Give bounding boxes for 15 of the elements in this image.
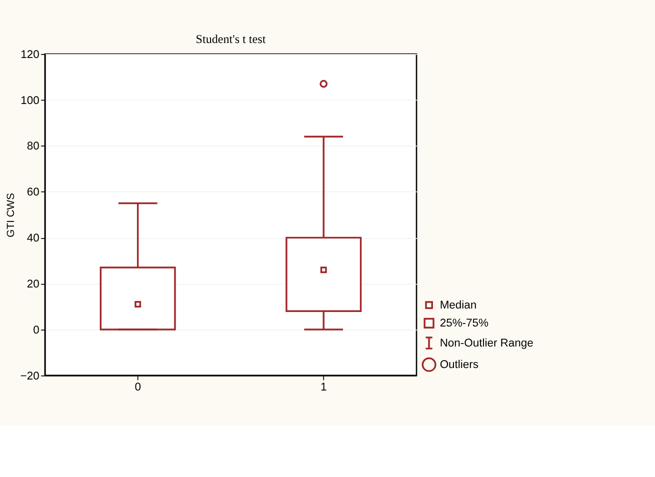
text: 25%-75% <box>440 318 489 330</box>
chart-title: Student's t test <box>196 32 266 46</box>
y-tick-label: 20 <box>26 278 40 290</box>
y-axis-title: GTI CWS <box>6 192 18 238</box>
y-tick-label: 100 <box>20 94 40 107</box>
text: Outliers <box>440 359 479 372</box>
x-tick-label: 1 <box>320 382 327 394</box>
y-tick-label: 60 <box>26 186 40 199</box>
text: Non-Outlier Range <box>440 338 534 350</box>
y-tick-label: 80 <box>26 140 40 153</box>
text: Median <box>440 299 477 312</box>
y-tick-label: 40 <box>26 232 40 245</box>
y-tick-label: −20 <box>20 370 40 382</box>
y-tick-label: 120 <box>20 48 40 61</box>
y-tick-label: 0 <box>33 324 40 336</box>
